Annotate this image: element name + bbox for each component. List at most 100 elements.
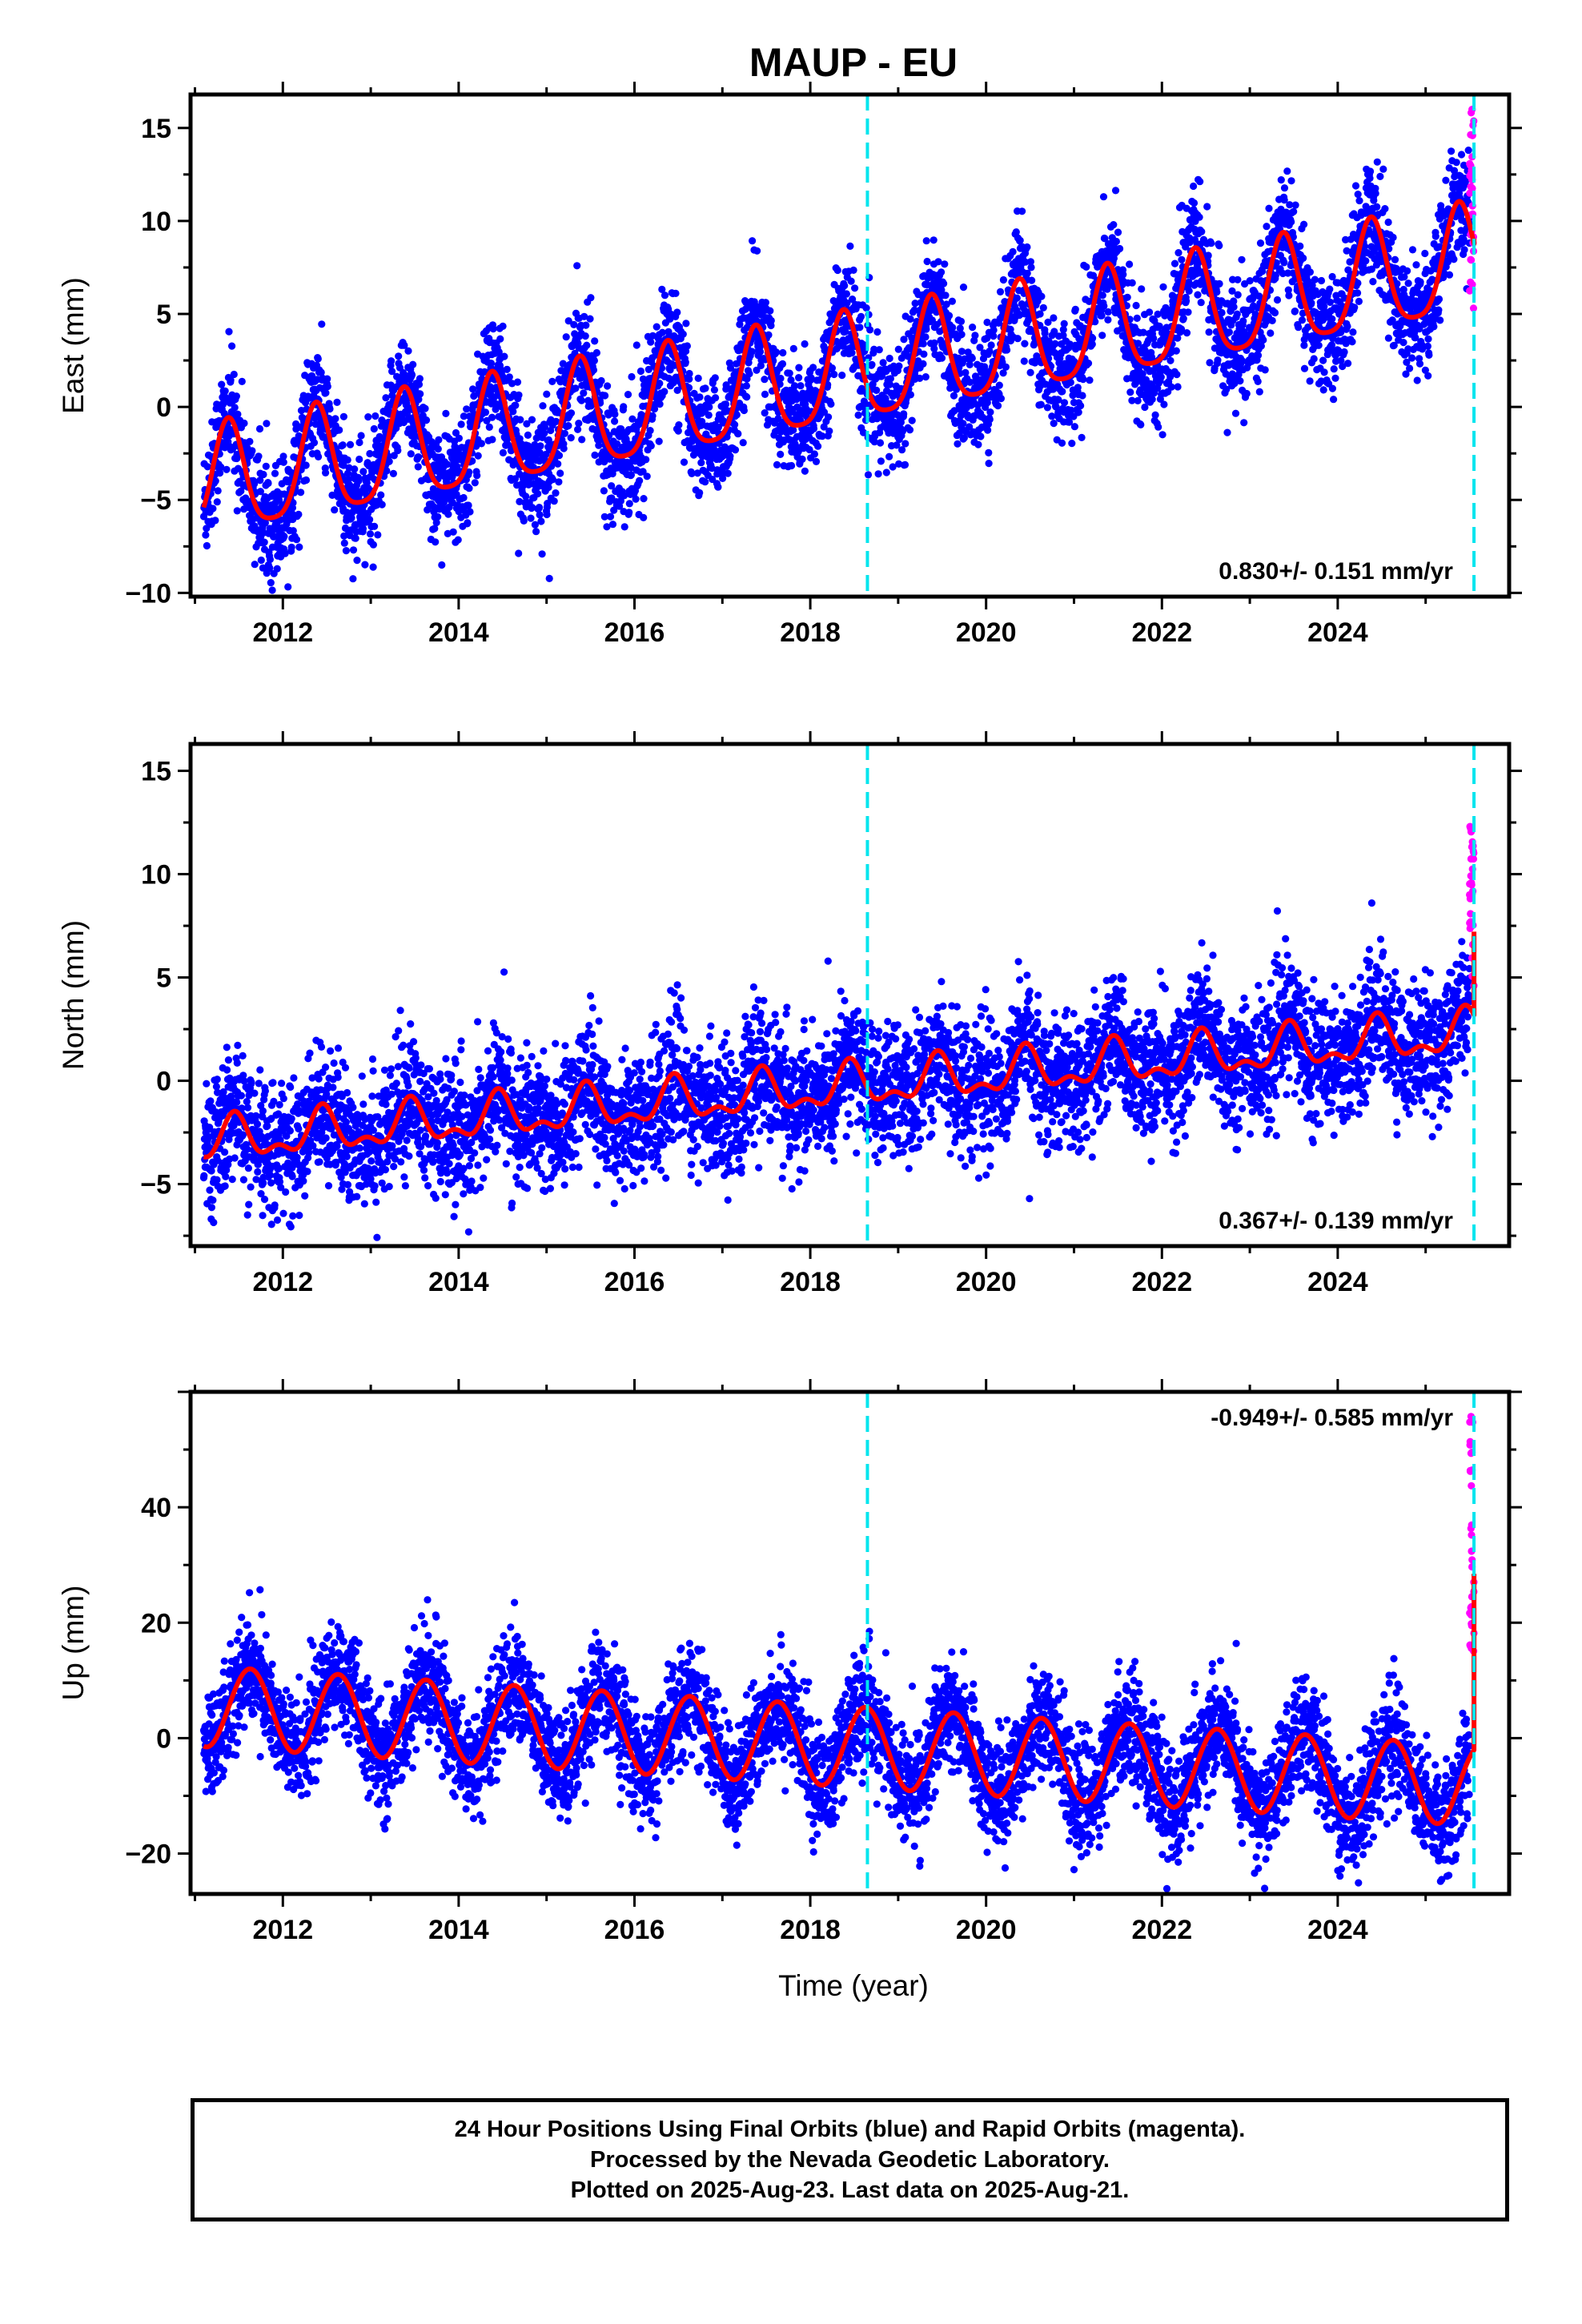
data-point: [1166, 356, 1174, 364]
data-point: [289, 499, 297, 507]
data-point: [382, 394, 390, 402]
data-point: [673, 308, 681, 316]
data-point: [906, 391, 914, 399]
data-point: [240, 419, 248, 428]
data-point: [1306, 377, 1314, 385]
data-point: [421, 404, 429, 412]
data-point: [267, 579, 275, 587]
data-point: [825, 427, 833, 435]
data-point: [906, 315, 914, 323]
data-point: [856, 324, 864, 332]
data-point: [830, 370, 838, 379]
data-point: [625, 500, 633, 508]
panels: 2012 2014 2016 2018 2020 2022 2024−10−5051015E…: [57, 82, 1522, 1945]
data-point: [1174, 249, 1182, 257]
data-point: [349, 546, 358, 554]
data-point: [753, 247, 761, 255]
data-point: [636, 476, 644, 485]
data-point: [543, 510, 551, 519]
data-point: [788, 461, 796, 470]
data-point: [789, 344, 797, 352]
data-point: [432, 538, 440, 546]
data-point: [985, 460, 993, 468]
data-point: [469, 385, 477, 393]
data-point: [1239, 317, 1247, 325]
data-point: [683, 342, 692, 350]
data-point: [1306, 268, 1314, 276]
data-point: [921, 333, 930, 341]
data-point: [262, 462, 270, 470]
data-point: [287, 543, 295, 552]
data-point: [995, 381, 1003, 389]
data-point: [777, 374, 785, 383]
data-point: [328, 491, 336, 500]
data-point: [535, 504, 544, 512]
data-point: [994, 402, 1002, 410]
data-point: [453, 463, 461, 471]
data-point: [218, 380, 226, 388]
data-point: [377, 491, 385, 499]
data-point: [1078, 433, 1086, 442]
data-point: [879, 359, 887, 367]
data-point: [766, 307, 774, 315]
data-point: [213, 498, 221, 506]
data-point: [1328, 384, 1336, 392]
data-point: [234, 410, 242, 418]
data-point: [474, 452, 482, 460]
data-point: [958, 331, 966, 339]
data-point: [202, 531, 210, 539]
data-point: [370, 424, 378, 433]
data-point: [555, 452, 564, 460]
data-point: [357, 432, 365, 440]
data-point: [1326, 298, 1334, 306]
data-point: [825, 413, 833, 421]
data-point: [1196, 178, 1204, 186]
data-point: [996, 287, 1005, 296]
data-point: [499, 322, 507, 330]
data-point: [520, 517, 528, 525]
data-point: [849, 266, 857, 274]
data-point: [1020, 357, 1028, 365]
data-point: [1021, 340, 1029, 348]
data-point: [543, 390, 551, 398]
data-point: [1214, 356, 1222, 364]
data-point: [217, 463, 225, 471]
data-point: [227, 376, 235, 384]
data-point: [528, 416, 536, 424]
data-point: [1179, 315, 1187, 323]
data-point: [259, 470, 267, 479]
data-point: [1300, 364, 1309, 372]
data-point: [795, 374, 803, 382]
data-point: [696, 393, 704, 401]
data-point: [894, 345, 902, 353]
data-point: [567, 434, 575, 442]
data-point: [919, 340, 927, 348]
data-point: [1379, 165, 1387, 173]
data-point: [454, 536, 462, 544]
data-point: [1079, 376, 1087, 384]
data-point: [1060, 320, 1068, 328]
data-point: [875, 346, 883, 354]
data-point: [431, 525, 439, 533]
data-point: [938, 354, 946, 362]
data-point: [1133, 314, 1141, 322]
data-point: [862, 304, 870, 312]
data-point: [1255, 388, 1263, 396]
data-point: [248, 447, 256, 455]
data-point: [1319, 386, 1327, 394]
data-point: [734, 430, 742, 438]
data-point: [203, 463, 211, 471]
data-point: [640, 495, 648, 503]
data-point: [1231, 409, 1240, 417]
data-point: [256, 476, 264, 485]
data-point: [954, 440, 962, 448]
data-point: [923, 257, 931, 266]
data-point: [503, 365, 511, 373]
data-point: [956, 324, 964, 332]
data-point: [795, 364, 803, 372]
data-point: [394, 447, 402, 455]
data-point: [1128, 279, 1136, 287]
data-point: [810, 450, 819, 458]
data-point: [1271, 308, 1279, 317]
data-point: [590, 356, 599, 364]
